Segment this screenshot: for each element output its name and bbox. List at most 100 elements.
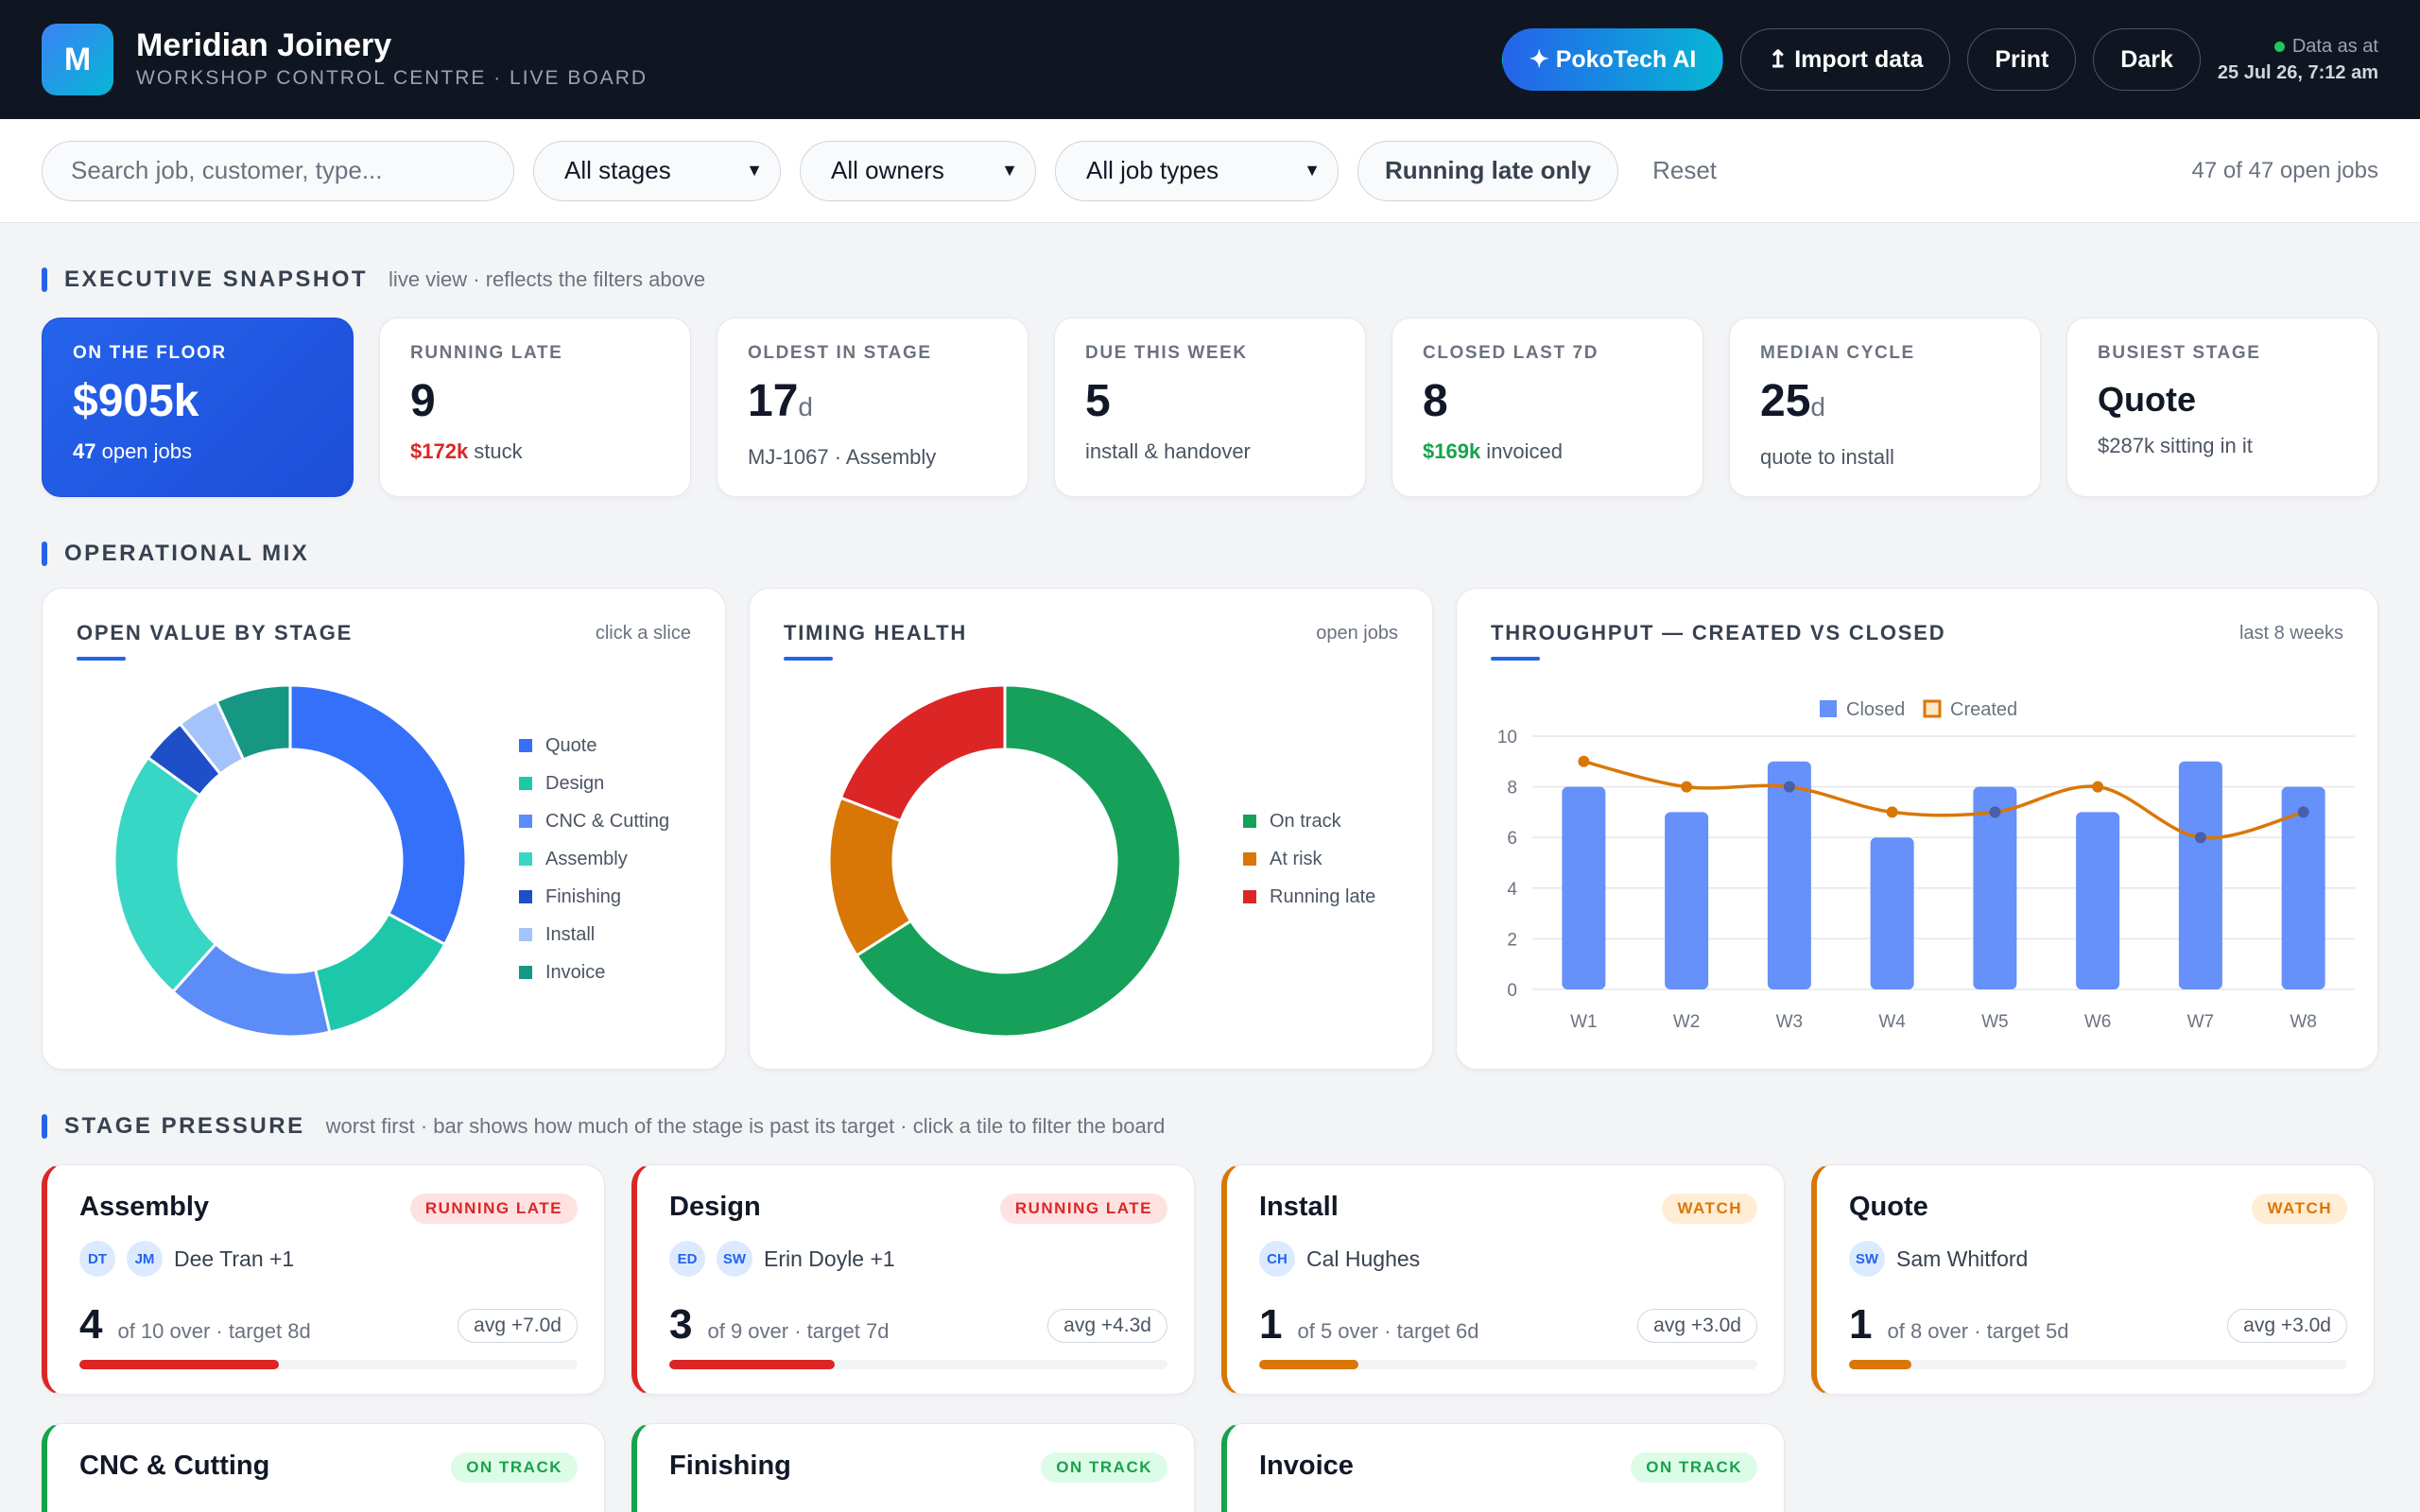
status-badge: WATCH [1662,1194,1757,1224]
status-badge: ON TRACK [1631,1452,1757,1483]
title-underline [784,657,833,661]
bar-closed-w2[interactable] [1665,812,1709,989]
kpi-median-cycle[interactable]: MEDIAN CYCLE 25d quote to install [1729,318,2041,497]
kpi-value: Quote [2098,380,2196,419]
avg-overrun: avg +7.0d [458,1309,578,1343]
brand: Meridian Joinery WORKSHOP CONTROL CENTRE… [136,26,648,93]
legend-item[interactable]: Install [519,916,669,954]
running-late-toggle[interactable]: Running late only [1357,140,1619,201]
owner-select[interactable]: All owners ▼ [800,140,1036,201]
reset-filters-link[interactable]: Reset [1652,156,1718,184]
legend-swatch [519,739,532,752]
stage-name: Install [1259,1192,1339,1222]
bar-closed-w6[interactable] [2076,812,2120,989]
avatar: SW [717,1241,752,1277]
avatar: DT [79,1241,115,1277]
stage-tile-quote[interactable]: Quote WATCH SW Sam Whitford 1 of 8 over ·… [1811,1164,2375,1395]
avg-overrun: avg +3.0d [1637,1309,1757,1343]
stage-tile-finishing[interactable]: Finishing ON TRACK [631,1423,1195,1512]
y-tick-label: 10 [1497,728,1517,747]
job-type-select[interactable]: All job types ▼ [1055,140,1339,201]
slice-assembly[interactable] [112,755,218,994]
y-tick-label: 6 [1507,829,1517,849]
legend-item[interactable]: Running late [1243,878,1375,916]
point-created-w8[interactable] [2297,806,2309,818]
stage-name: Quote [1849,1192,1928,1222]
chart-card-timing-health: TIMING HEALTH open jobs On track At risk R… [749,588,1433,1070]
point-created-w2[interactable] [1681,781,1693,793]
legend-item[interactable]: Design [519,765,669,802]
bar-closed-w5[interactable] [1973,786,2017,989]
chart-card-open-value: OPEN VALUE BY STAGE click a slice Quote D… [42,588,726,1070]
slice-quote[interactable] [288,683,468,947]
kpi-running-late[interactable]: RUNNING LATE 9 $172k stuck [379,318,691,497]
bar-closed-w4[interactable] [1870,837,1914,989]
kpi-sub: quote to install [1760,445,1894,469]
legend-label: Install [545,923,596,945]
over-count: 3 of 9 over · target 7d [669,1301,890,1348]
legend-item[interactable]: Invoice [519,954,669,991]
legend-item[interactable]: Finishing [519,878,669,916]
bar-closed-w7[interactable] [2178,761,2222,989]
x-tick-label: W4 [1878,1012,1906,1032]
throughput-chart: Closed Created 0 2 4 6 8 10 W1 W2 W3 W4 W5 W6 W7 W8 [1497,699,2355,1032]
point-created-w1[interactable] [1578,755,1590,767]
live-status-dot [2273,42,2285,53]
kpi-on-the-floor[interactable]: ON THE FLOOR $905k 47 open jobs [42,318,354,497]
kpi-value: 8 [1423,376,1448,426]
avatar: CH [1259,1241,1295,1277]
title-underline [1491,657,1540,661]
stage-owners: SW Sam Whitford [1849,1241,2028,1277]
kpi-oldest-in-stage[interactable]: OLDEST IN STAGE 17d MJ-1067 · Assembly [717,318,1028,497]
slice-on-track[interactable] [855,683,1183,1039]
stage-name: Design [669,1192,761,1222]
legend-item[interactable]: Quote [519,727,669,765]
legend-item[interactable]: CNC & Cutting [519,802,669,840]
section-title: STAGE PRESSURE [64,1113,305,1139]
overdue-progress [79,1360,578,1369]
point-created-w5[interactable] [1989,806,2001,818]
print-button[interactable]: Print [1967,28,2077,91]
y-tick-label: 4 [1507,880,1517,900]
slice-invoice[interactable] [215,683,292,762]
kpi-busiest-stage[interactable]: BUSIEST STAGE Quote $287k sitting in it [2066,318,2378,497]
stage-tile-assembly[interactable]: Assembly RUNNING LATE DT JM Dee Tran +1 … [42,1164,605,1395]
stage-select[interactable]: All stages ▼ [533,140,781,201]
stage-tile-install[interactable]: Install WATCH CH Cal Hughes 1 of 5 over ·… [1221,1164,1785,1395]
x-tick-label: W6 [2084,1012,2112,1032]
kpi-sub: MJ-1067 · Assembly [748,445,937,469]
legend-swatch [1243,852,1256,866]
legend-item[interactable]: At risk [1243,840,1375,878]
ai-assistant-button[interactable]: ✦ PokoTech AI [1501,28,1724,91]
import-data-button[interactable]: ↥ Import data [1740,28,1951,91]
stage-tile-invoice[interactable]: Invoice ON TRACK [1221,1423,1785,1512]
section-title: EXECUTIVE SNAPSHOT [64,266,369,292]
stage-owners: CH Cal Hughes [1259,1241,1420,1277]
stage-tile-design[interactable]: Design RUNNING LATE ED SW Erin Doyle +1 … [631,1164,1195,1395]
stage-name: Invoice [1259,1451,1354,1481]
chevron-down-icon: ▼ [746,161,763,180]
stage-tile-cnc-cutting[interactable]: CNC & Cutting ON TRACK [42,1423,605,1512]
bar-closed-w8[interactable] [2281,786,2325,989]
x-tick-label: W3 [1776,1012,1804,1032]
point-created-w3[interactable] [1783,781,1795,793]
legend-item[interactable]: Assembly [519,840,669,878]
point-created-w4[interactable] [1886,806,1898,818]
point-created-w6[interactable] [2092,781,2104,793]
bar-closed-w1[interactable] [1562,786,1606,989]
legend-label: At risk [1270,848,1322,869]
dark-mode-button[interactable]: Dark [2093,28,2201,91]
search-input[interactable] [42,140,514,201]
kpi-due-this-week[interactable]: DUE THIS WEEK 5 install & handover [1054,318,1366,497]
point-created-w7[interactable] [2194,832,2206,844]
legend-item[interactable]: On track [1243,802,1375,840]
timing-health-donut [827,683,1183,1039]
legend-swatch [1243,890,1256,903]
kpi-closed-last-7d[interactable]: CLOSED LAST 7D 8 $169k invoiced [1392,318,1703,497]
bar-closed-w3[interactable] [1767,761,1811,989]
x-tick-label: W8 [2290,1012,2317,1032]
slice-running-late[interactable] [838,683,1007,823]
legend-label: Created [1950,699,2017,720]
kpi-value: 25d [1760,376,1825,426]
data-timestamp: Data as at 25 Jul 26, 7:12 am [2218,33,2378,86]
